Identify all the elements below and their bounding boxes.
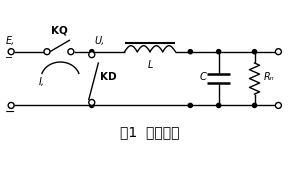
Circle shape <box>8 49 14 55</box>
Text: E,: E, <box>6 36 15 46</box>
Circle shape <box>188 50 192 54</box>
Circle shape <box>8 102 14 108</box>
Circle shape <box>89 52 95 58</box>
Text: I,: I, <box>39 77 45 87</box>
Circle shape <box>90 103 94 108</box>
Text: KQ: KQ <box>50 25 67 35</box>
Circle shape <box>252 50 256 54</box>
Text: U,: U, <box>95 36 105 46</box>
Circle shape <box>89 100 95 105</box>
Circle shape <box>217 103 221 108</box>
Circle shape <box>44 49 50 55</box>
Circle shape <box>275 102 281 108</box>
Circle shape <box>68 49 74 55</box>
Text: Rₙ: Rₙ <box>263 72 274 82</box>
Text: −: − <box>4 53 13 63</box>
Circle shape <box>275 49 281 55</box>
Circle shape <box>252 103 256 108</box>
Text: 图1  瞬态电流: 图1 瞬态电流 <box>120 125 180 139</box>
Circle shape <box>90 50 94 54</box>
Text: −: − <box>4 106 15 119</box>
Circle shape <box>188 103 192 108</box>
Text: C: C <box>200 72 206 82</box>
Text: L: L <box>147 60 153 70</box>
Circle shape <box>217 50 221 54</box>
Text: KD: KD <box>100 72 117 82</box>
